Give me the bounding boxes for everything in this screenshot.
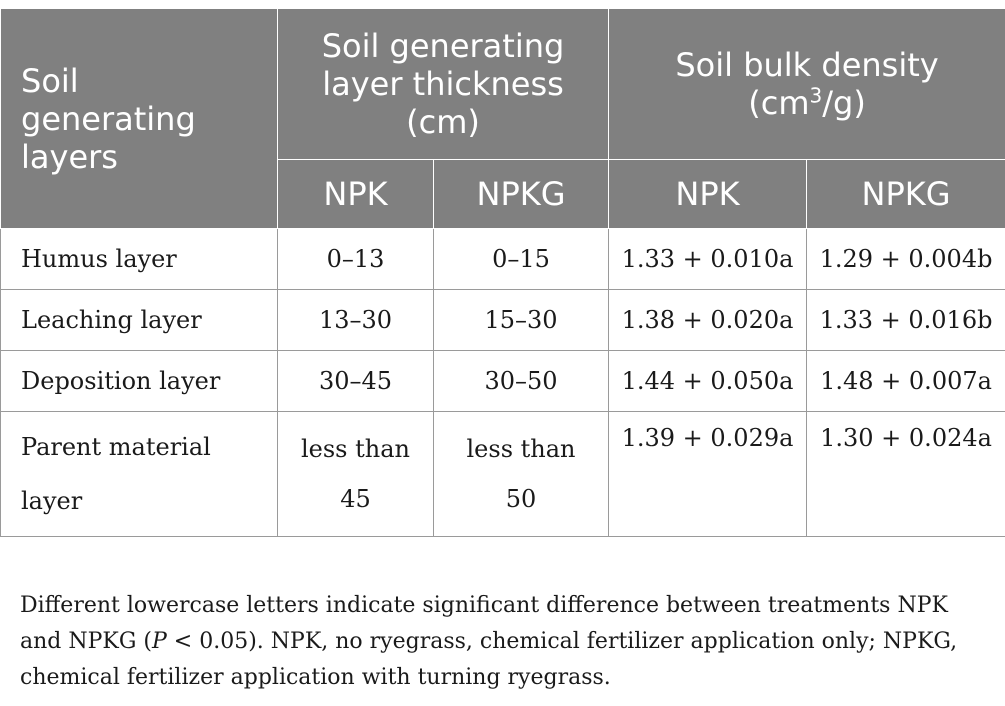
header-bulk-density: Soil bulk density (cm3/g) bbox=[608, 8, 1005, 160]
cell-density-npk: 1.33 + 0.010a bbox=[608, 228, 808, 290]
cell-density-npk: 1.39 + 0.029a bbox=[608, 411, 808, 537]
cell-thickness-npk: 13–30 bbox=[277, 289, 434, 351]
cell-layer-name: Humus layer bbox=[0, 228, 278, 290]
p-value-symbol: P bbox=[152, 629, 167, 654]
cell-thickness-npk: less than 45 bbox=[277, 411, 434, 537]
table-row: Deposition layer 30–45 30–50 1.44 + 0.05… bbox=[0, 350, 1005, 412]
cell-thickness-npk: 30–45 bbox=[277, 350, 434, 412]
bulk-density-unit: (cm3/g) bbox=[748, 83, 866, 122]
soil-layers-table: Soil generating layers Soil generating l… bbox=[0, 8, 1005, 537]
header-thickness-npkg: NPKG bbox=[432, 159, 610, 229]
cell-layer-name: Deposition layer bbox=[0, 350, 278, 412]
table-row: Leaching layer 13–30 15–30 1.38 + 0.020a… bbox=[0, 289, 1005, 351]
header-layer-thickness: Soil generating layer thickness (cm) bbox=[276, 8, 610, 160]
header-soil-generating-layers: Soil generating layers bbox=[0, 8, 278, 229]
table-footnote: Different lowercase letters indicate sig… bbox=[20, 593, 958, 690]
cell-density-npkg: 1.48 + 0.007a bbox=[806, 350, 1005, 412]
table-body: Humus layer 0–13 0–15 1.33 + 0.010a 1.29… bbox=[0, 228, 1005, 537]
cell-thickness-npkg: 0–15 bbox=[432, 228, 610, 290]
cell-layer-name: Parent material layer bbox=[0, 411, 278, 537]
cell-layer-name: Leaching layer bbox=[0, 289, 278, 351]
cell-density-npk: 1.44 + 0.050a bbox=[608, 350, 808, 412]
cell-density-npkg: 1.33 + 0.016b bbox=[806, 289, 1005, 351]
cell-thickness-npk: 0–13 bbox=[277, 228, 434, 290]
cell-density-npk: 1.38 + 0.020a bbox=[608, 289, 808, 351]
cell-thickness-npkg: 30–50 bbox=[432, 350, 610, 412]
cell-density-npkg: 1.30 + 0.024a bbox=[806, 411, 1005, 537]
cell-density-npkg: 1.29 + 0.004b bbox=[806, 228, 1005, 290]
table-row: Parent material layer less than 45 less … bbox=[0, 411, 1005, 537]
cell-thickness-npkg: 15–30 bbox=[432, 289, 610, 351]
table-row: Humus layer 0–13 0–15 1.33 + 0.010a 1.29… bbox=[0, 228, 1005, 290]
header-density-npkg: NPKG bbox=[806, 159, 1005, 229]
header-density-npk: NPK bbox=[608, 159, 808, 229]
cell-thickness-npkg: less than 50 bbox=[432, 411, 610, 537]
table-header: Soil generating layers Soil generating l… bbox=[0, 8, 1005, 229]
header-thickness-npk: NPK bbox=[277, 159, 434, 229]
